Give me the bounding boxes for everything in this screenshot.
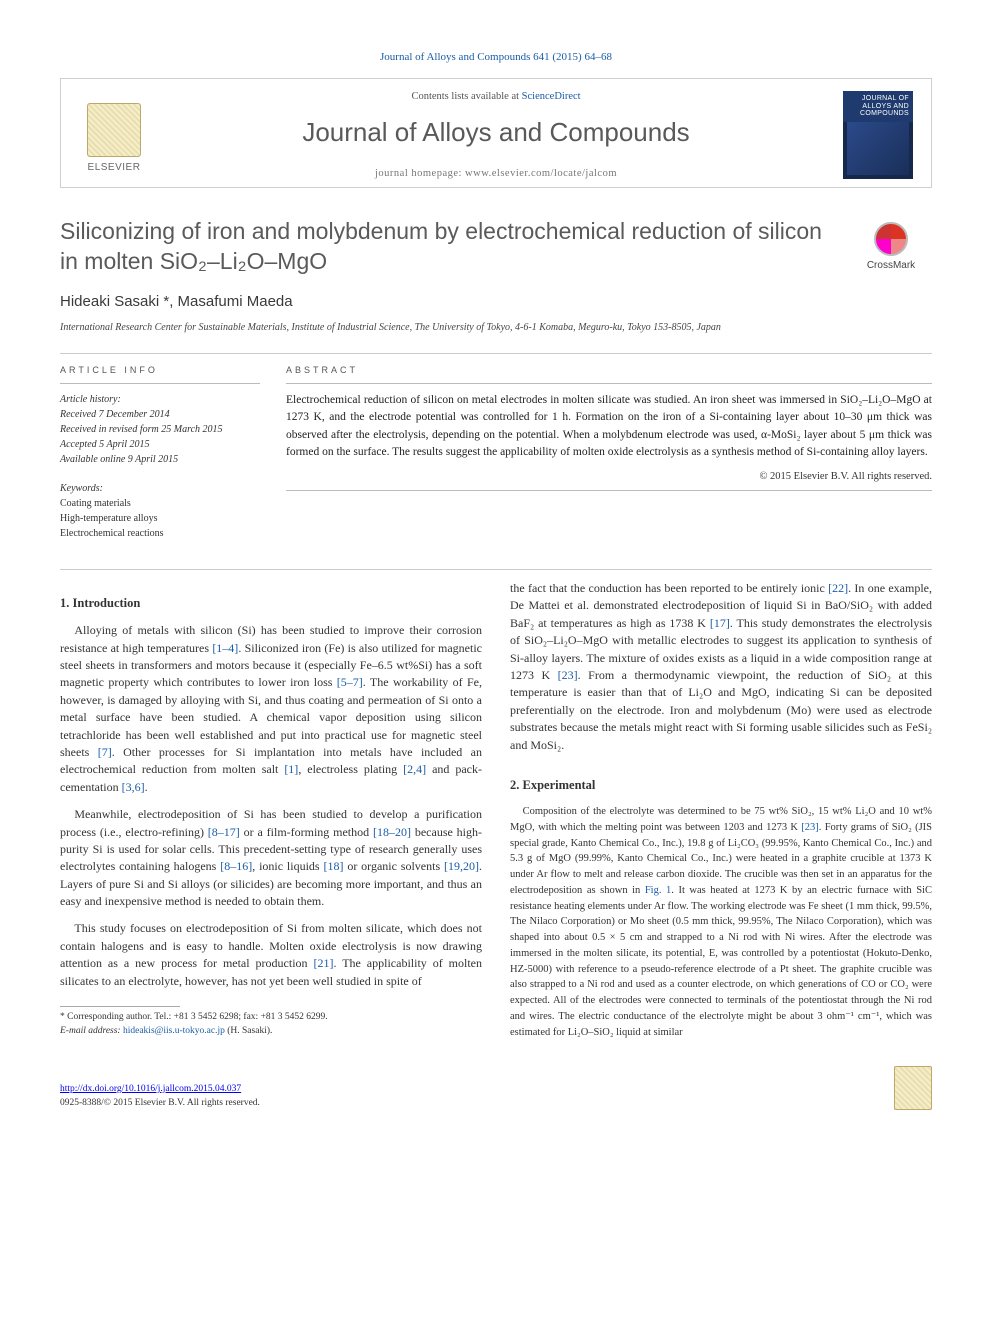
- journal-header: ELSEVIER Contents lists available at Sci…: [60, 78, 932, 188]
- elsevier-tree-icon: [87, 103, 141, 157]
- ref-link[interactable]: [8–16]: [220, 859, 252, 873]
- intro-paragraph-4: the fact that the conduction has been re…: [510, 580, 932, 754]
- ref-link[interactable]: [1–4]: [212, 641, 238, 655]
- section-heading-experimental: 2. Experimental: [510, 776, 932, 794]
- ref-link[interactable]: [19,20]: [444, 859, 479, 873]
- ref-link[interactable]: [3,6]: [122, 780, 145, 794]
- divider-rule: [60, 353, 932, 354]
- page-footer: http://dx.doi.org/10.1016/j.jallcom.2015…: [60, 1066, 932, 1110]
- intro-paragraph-2: Meanwhile, electrodeposition of Si has b…: [60, 806, 482, 910]
- crossmark-widget[interactable]: CrossMark: [850, 216, 932, 274]
- journal-cover-thumbnail: JOURNAL OF ALLOYS AND COMPOUNDS: [843, 91, 913, 179]
- ref-link[interactable]: [1]: [284, 762, 298, 776]
- crossmark-label: CrossMark: [867, 259, 915, 274]
- contents-available: Contents lists available at ScienceDirec…: [149, 89, 843, 104]
- ref-link[interactable]: [23]: [801, 822, 819, 833]
- journal-name: Journal of Alloys and Compounds: [149, 114, 843, 152]
- journal-homepage: journal homepage: www.elsevier.com/locat…: [149, 166, 843, 181]
- ref-link[interactable]: [23]: [558, 668, 578, 682]
- doi-link[interactable]: http://dx.doi.org/10.1016/j.jallcom.2015…: [60, 1084, 241, 1094]
- ref-link[interactable]: [18]: [323, 859, 343, 873]
- figure-link[interactable]: Fig. 1: [645, 885, 671, 896]
- issn-copyright: 0925-8388/© 2015 Elsevier B.V. All right…: [60, 1097, 260, 1111]
- corresponding-author-footnote: * Corresponding author. Tel.: +81 3 5452…: [60, 1011, 482, 1039]
- publisher-name: ELSEVIER: [88, 161, 141, 176]
- elsevier-tree-icon: [894, 1066, 932, 1110]
- citation-line: Journal of Alloys and Compounds 641 (201…: [60, 50, 932, 66]
- abstract-copyright: © 2015 Elsevier B.V. All rights reserved…: [286, 469, 932, 484]
- affiliation: International Research Center for Sustai…: [60, 321, 932, 336]
- body-columns: 1. Introduction Alloying of metals with …: [60, 580, 932, 1044]
- article-history: Article history: Received 7 December 201…: [60, 392, 260, 467]
- ref-link[interactable]: [7]: [98, 745, 112, 759]
- ref-link[interactable]: [2,4]: [403, 762, 426, 776]
- sciencedirect-link[interactable]: ScienceDirect: [522, 91, 581, 102]
- author-list: Hideaki Sasaki *, Masafumi Maeda: [60, 291, 932, 313]
- intro-paragraph-1: Alloying of metals with silicon (Si) has…: [60, 622, 482, 796]
- abstract-heading: ABSTRACT: [286, 364, 932, 377]
- ref-link[interactable]: [17]: [710, 616, 730, 630]
- footnote-separator: [60, 1006, 180, 1007]
- article-title: Siliconizing of iron and molybdenum by e…: [60, 216, 834, 277]
- ref-link[interactable]: [21]: [313, 956, 333, 970]
- ref-link[interactable]: [5–7]: [337, 675, 363, 689]
- intro-paragraph-3: This study focuses on electrodeposition …: [60, 920, 482, 990]
- ref-link[interactable]: [22]: [828, 581, 848, 595]
- ref-link[interactable]: [8–17]: [208, 825, 240, 839]
- abstract-text: Electrochemical reduction of silicon on …: [286, 392, 932, 461]
- email-link[interactable]: hideakis@iis.u-tokyo.ac.jp: [123, 1026, 225, 1036]
- section-heading-introduction: 1. Introduction: [60, 594, 482, 612]
- ref-link[interactable]: [18–20]: [373, 825, 411, 839]
- keywords-block: Keywords: Coating materials High-tempera…: [60, 481, 260, 541]
- article-info-heading: ARTICLE INFO: [60, 364, 260, 377]
- publisher-logo: ELSEVIER: [79, 95, 149, 175]
- experimental-paragraph: Composition of the electrolyte was deter…: [510, 804, 932, 1040]
- crossmark-icon: [874, 222, 908, 256]
